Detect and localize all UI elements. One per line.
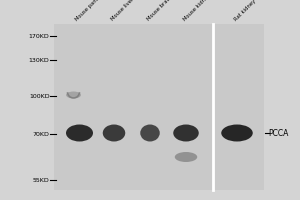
Bar [54,24,264,190]
Text: Mouse liver: Mouse liver [110,0,135,22]
Ellipse shape [221,124,253,142]
Text: 70KD: 70KD [33,132,50,136]
Text: 130KD: 130KD [29,58,50,62]
Ellipse shape [66,92,81,98]
Text: 170KD: 170KD [29,33,50,38]
Text: Rat kidney: Rat kidney [233,0,257,22]
Ellipse shape [66,124,93,142]
Ellipse shape [103,124,125,142]
Text: 100KD: 100KD [29,94,50,98]
Ellipse shape [173,124,199,142]
Ellipse shape [140,124,160,142]
Text: Mouse kidney: Mouse kidney [182,0,212,22]
Text: Mouse brain: Mouse brain [146,0,173,22]
Text: PCCA: PCCA [268,129,289,138]
Ellipse shape [175,152,197,162]
Text: Mouse pancreas: Mouse pancreas [74,0,108,22]
Text: 55KD: 55KD [33,178,50,182]
